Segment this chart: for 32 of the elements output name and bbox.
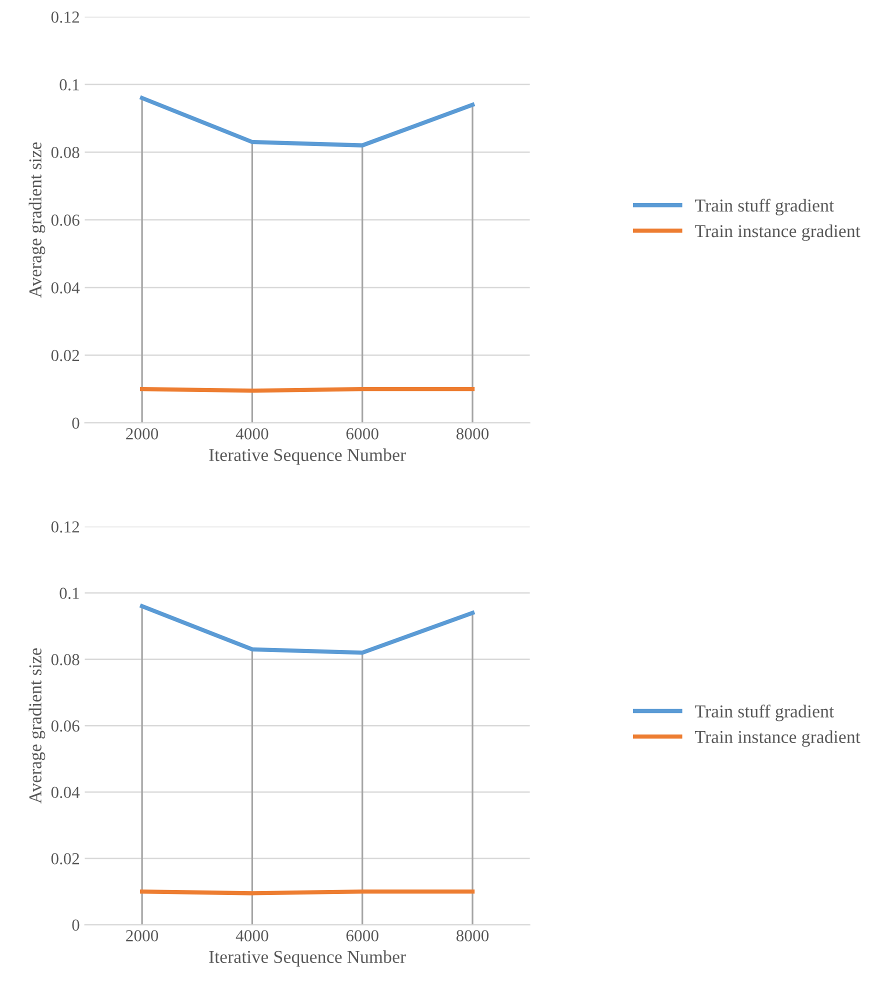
legend-label: Train stuff gradient bbox=[694, 704, 834, 722]
x-axis-title: Iterative Sequence Number bbox=[209, 448, 406, 465]
y-tick-label: 0 bbox=[72, 418, 80, 429]
legend-label: Train instance gradient bbox=[694, 730, 860, 747]
y-tick-label: 0.1 bbox=[60, 588, 79, 599]
y-axis-title: Average gradient size bbox=[28, 648, 46, 804]
y-tick-label: 0.08 bbox=[51, 654, 80, 666]
x-tick-label: 2000 bbox=[126, 428, 158, 440]
y-tick-label: 0.04 bbox=[51, 786, 80, 798]
line-series bbox=[140, 96, 475, 148]
y-tick-label: 0.06 bbox=[51, 214, 80, 226]
y-tick-label: 0.02 bbox=[51, 350, 79, 362]
x-tick-label: 4000 bbox=[236, 428, 268, 440]
y-tick-label: 0.12 bbox=[51, 11, 79, 23]
x-axis-title: Iterative Sequence Number bbox=[209, 950, 406, 967]
line-series bbox=[140, 604, 475, 655]
y-tick-label: 0.04 bbox=[51, 282, 80, 294]
x-tick-label: 6000 bbox=[346, 930, 378, 942]
x-tick-label: 6000 bbox=[346, 428, 378, 440]
legend-label: Train instance gradient bbox=[694, 224, 860, 241]
x-tick-label: 2000 bbox=[126, 930, 158, 942]
x-tick-label: 8000 bbox=[456, 428, 489, 440]
x-tick-label: 8000 bbox=[456, 930, 489, 942]
y-tick-label: 0.08 bbox=[51, 146, 80, 158]
x-tick-label: 4000 bbox=[236, 930, 268, 942]
y-tick-label: 0.12 bbox=[51, 521, 79, 533]
y-axis-title: Average gradient size bbox=[28, 142, 46, 298]
y-tick-label: 0.06 bbox=[51, 720, 80, 732]
y-tick-label: 0 bbox=[72, 919, 80, 931]
y-tick-label: 0.02 bbox=[51, 853, 79, 864]
legend-label: Train stuff gradient bbox=[694, 198, 834, 216]
y-tick-label: 0.1 bbox=[60, 79, 79, 90]
